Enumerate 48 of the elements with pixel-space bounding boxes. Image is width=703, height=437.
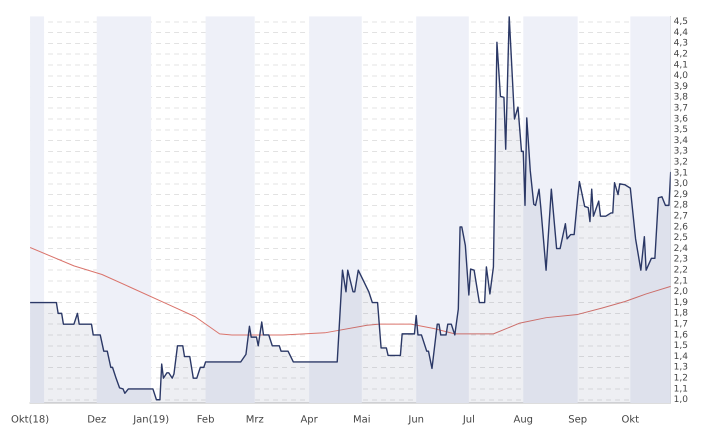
x-tick-label: Feb (196, 414, 214, 426)
y-tick-label: 2,4 (674, 244, 688, 254)
y-tick-label: 1,3 (674, 362, 688, 373)
y-tick-label: 1,4 (674, 352, 688, 362)
y-tick-label: 3,9 (674, 82, 688, 92)
x-tick-label: Okt (622, 414, 640, 426)
x-tick-label: Mrz (246, 414, 264, 426)
y-tick-label: 1,9 (674, 298, 688, 308)
x-tick-label: Okt(18) (10, 414, 50, 426)
y-tick-label: 3,2 (674, 158, 688, 168)
x-tick-label: Aug (513, 414, 534, 426)
y-tick-label: 1,1 (674, 384, 688, 394)
y-tick-label: 4,5 (674, 17, 688, 28)
y-tick-label: 3,1 (674, 168, 688, 178)
y-tick-label: 4,3 (674, 38, 688, 49)
y-tick-label: 2,2 (674, 266, 688, 276)
y-tick-label: 3,6 (674, 114, 688, 124)
y-tick-label: 3,4 (674, 136, 688, 146)
y-tick-label: 1,7 (674, 320, 688, 330)
y-tick-label: 2,7 (674, 212, 688, 222)
y-tick-label: 2,0 (674, 287, 688, 298)
y-tick-label: 4,2 (674, 50, 688, 60)
y-tick-label: 2,9 (674, 190, 688, 200)
y-tick-label: 1,6 (674, 330, 688, 340)
y-tick-label: 1,8 (674, 308, 688, 319)
y-tick-label: 2,3 (674, 254, 688, 265)
y-tick-label: 1,5 (674, 341, 688, 352)
y-tick-label: 3,3 (674, 146, 688, 157)
y-tick-label: 1,0 (674, 395, 688, 406)
y-tick-label: 3,8 (674, 92, 688, 103)
x-tick-label: Jan(19) (132, 414, 170, 426)
x-tick-label: Sep (568, 414, 588, 426)
y-tick-label: 3,7 (674, 104, 688, 114)
y-tick-label: 4,4 (674, 28, 688, 38)
x-tick-label: Apr (300, 414, 319, 426)
x-tick-label: Mai (353, 414, 371, 426)
x-tick-label: Dez (87, 414, 106, 426)
y-tick-label: 2,8 (674, 200, 688, 211)
y-tick-label: 2,6 (674, 222, 688, 232)
y-tick-label: 3,0 (674, 179, 688, 190)
y-tick-label: 2,1 (674, 276, 688, 286)
y-tick-label: 4,0 (674, 71, 688, 82)
y-tick-label: 2,5 (674, 233, 688, 244)
y-tick-label: 4,1 (674, 60, 688, 70)
y-tick-label: 1,2 (674, 374, 688, 384)
y-tick-label: 3,5 (674, 125, 688, 136)
x-tick-label: Jun (407, 414, 424, 426)
x-tick-label: Jul (462, 414, 475, 426)
